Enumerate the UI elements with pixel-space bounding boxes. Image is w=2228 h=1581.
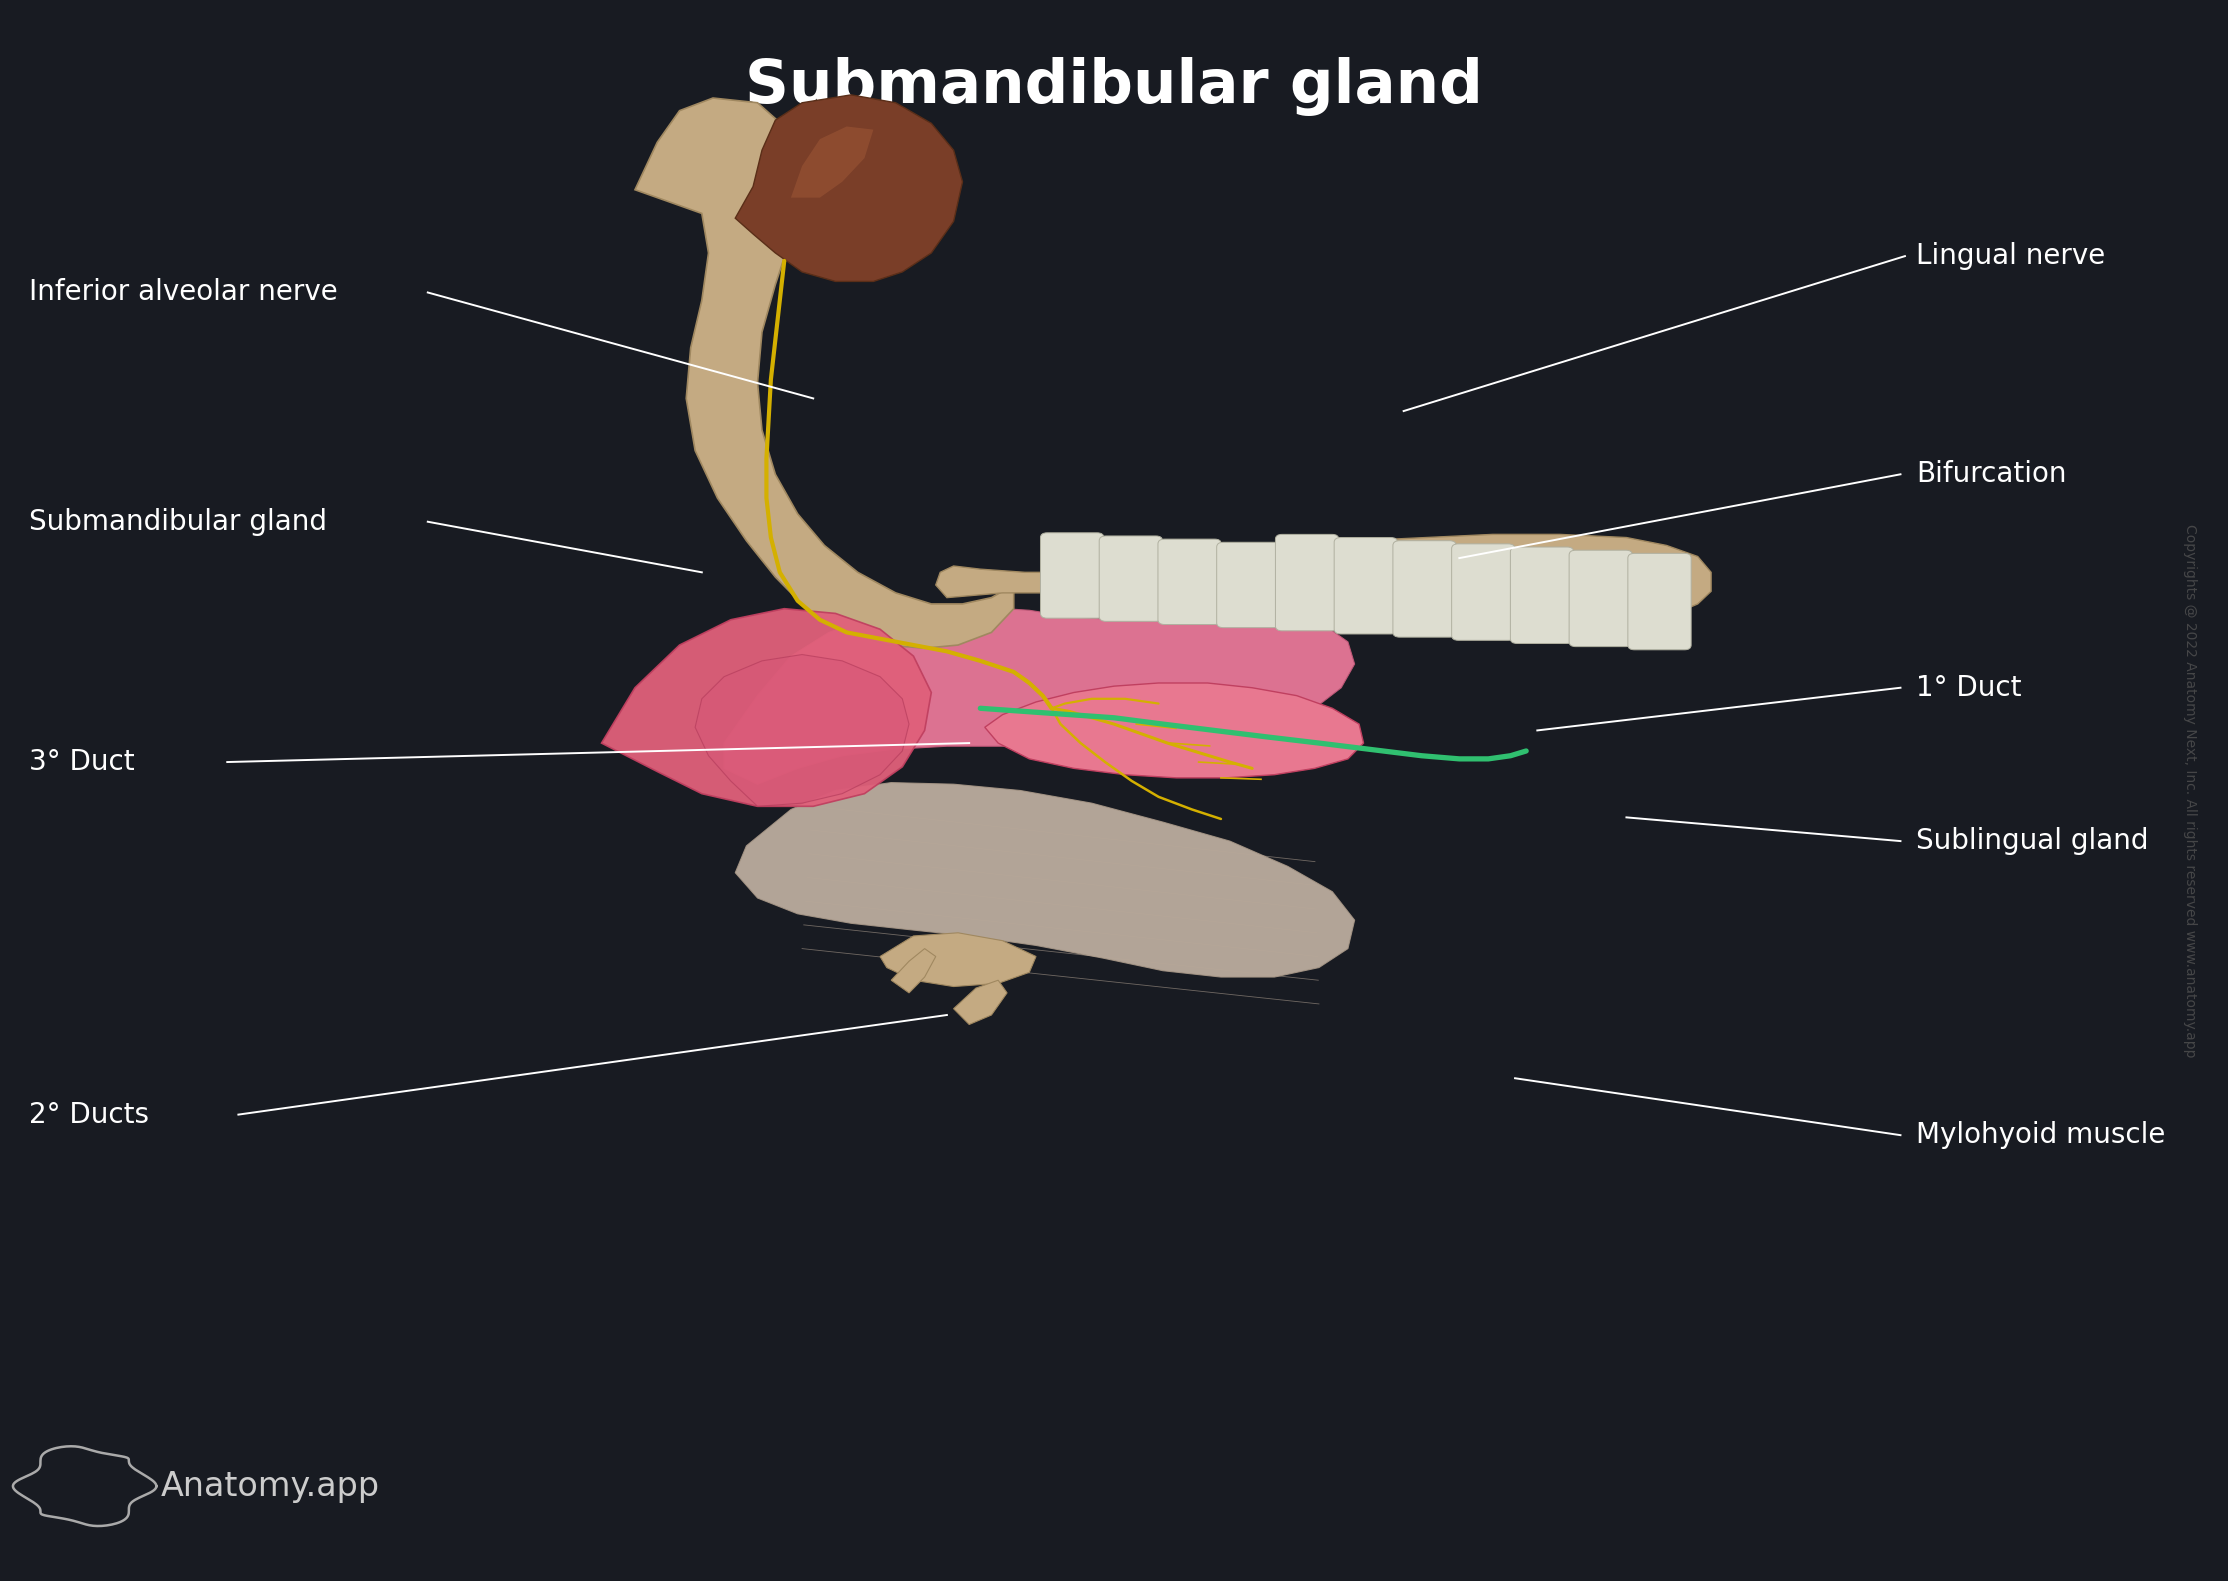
FancyBboxPatch shape bbox=[1511, 547, 1573, 643]
FancyBboxPatch shape bbox=[1629, 553, 1691, 650]
Text: Submandibular gland: Submandibular gland bbox=[744, 57, 1484, 117]
Text: Mylohyoid muscle: Mylohyoid muscle bbox=[1916, 1121, 2166, 1149]
Text: Bifurcation: Bifurcation bbox=[1916, 460, 2068, 489]
Text: Anatomy.app: Anatomy.app bbox=[160, 1470, 379, 1502]
Text: 2° Ducts: 2° Ducts bbox=[29, 1100, 149, 1129]
FancyBboxPatch shape bbox=[1453, 544, 1515, 640]
Polygon shape bbox=[985, 683, 1364, 778]
FancyBboxPatch shape bbox=[1098, 536, 1163, 621]
Polygon shape bbox=[735, 783, 1355, 977]
Text: Submandibular gland: Submandibular gland bbox=[29, 508, 328, 536]
Text: Lingual nerve: Lingual nerve bbox=[1916, 242, 2105, 270]
Polygon shape bbox=[954, 980, 1007, 1024]
Text: Inferior alveolar nerve: Inferior alveolar nerve bbox=[29, 278, 339, 307]
Text: 1° Duct: 1° Duct bbox=[1916, 674, 2021, 702]
Polygon shape bbox=[791, 126, 873, 198]
Text: 3° Duct: 3° Duct bbox=[29, 748, 134, 776]
Polygon shape bbox=[891, 949, 936, 993]
FancyBboxPatch shape bbox=[1335, 538, 1397, 634]
FancyBboxPatch shape bbox=[1040, 533, 1103, 618]
Polygon shape bbox=[724, 607, 1355, 784]
FancyBboxPatch shape bbox=[1159, 539, 1221, 624]
Polygon shape bbox=[735, 95, 962, 281]
FancyBboxPatch shape bbox=[1274, 534, 1339, 631]
FancyBboxPatch shape bbox=[1392, 541, 1457, 637]
FancyBboxPatch shape bbox=[1569, 550, 1633, 647]
Text: Copyrights @ 2022 Anatomy Next, Inc. All rights reserved www.anatomy.app: Copyrights @ 2022 Anatomy Next, Inc. All… bbox=[2183, 523, 2197, 1058]
Text: Sublingual gland: Sublingual gland bbox=[1916, 827, 2148, 855]
Polygon shape bbox=[602, 609, 931, 806]
Polygon shape bbox=[635, 98, 1014, 648]
Polygon shape bbox=[695, 655, 909, 806]
FancyBboxPatch shape bbox=[1216, 542, 1281, 628]
Polygon shape bbox=[880, 933, 1036, 987]
Polygon shape bbox=[936, 534, 1711, 624]
